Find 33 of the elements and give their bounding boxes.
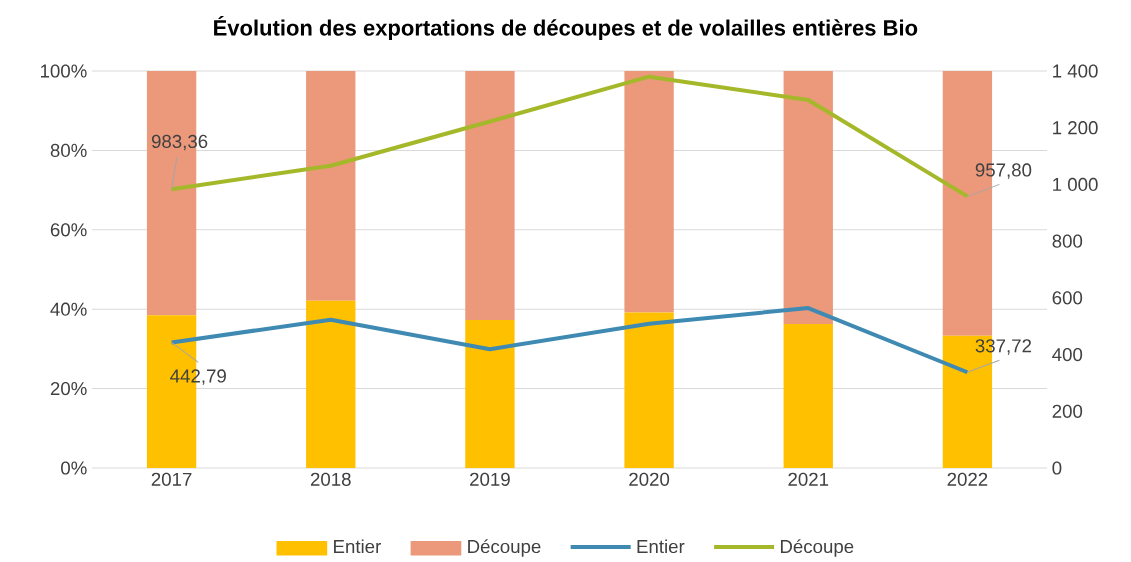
y2-tick-label: 1 000 (1053, 177, 1098, 192)
x-tick-label: 2020 (629, 472, 670, 486)
y2-tick-label: 1 200 (1053, 121, 1098, 135)
legend-label: Entier (334, 539, 381, 554)
x-tick-label: 2018 (310, 472, 351, 486)
y-tick-label: 0% (61, 461, 87, 475)
x-tick-label: 2019 (470, 472, 510, 486)
bar (783, 71, 833, 324)
x-tick-label: 2022 (947, 472, 988, 486)
y-tick-label: 40% (50, 302, 87, 316)
y2-tick-label: 600 (1052, 291, 1083, 305)
x-tick-label: 2017 (151, 472, 192, 486)
y2-tick-label: 1 400 (1053, 64, 1098, 78)
y2-tick-label: 800 (1052, 234, 1083, 248)
bar (306, 300, 356, 468)
bar (465, 319, 515, 468)
x-tick-label: 2021 (788, 472, 829, 486)
y-tick-label: 80% (50, 143, 87, 158)
y2-tick-label: 0 (1052, 461, 1062, 475)
y2-tick-label: 400 (1052, 347, 1083, 362)
legend-label: Entier (637, 539, 685, 554)
y-tick-label: 100% (40, 64, 87, 78)
legend-label: Découpe (468, 539, 541, 557)
bar (306, 71, 356, 301)
y2-tick-label: 200 (1052, 404, 1083, 418)
y-tick-label: 60% (50, 223, 87, 237)
bar (465, 71, 515, 320)
bar (624, 312, 674, 468)
y-tick-label: 20% (50, 381, 87, 396)
chart-title: Évolution des exportations de découpes et de volailles entières Bio (214, 15, 918, 41)
bar (783, 323, 833, 468)
bar (624, 71, 674, 313)
legend-label: Découpe (780, 539, 854, 557)
